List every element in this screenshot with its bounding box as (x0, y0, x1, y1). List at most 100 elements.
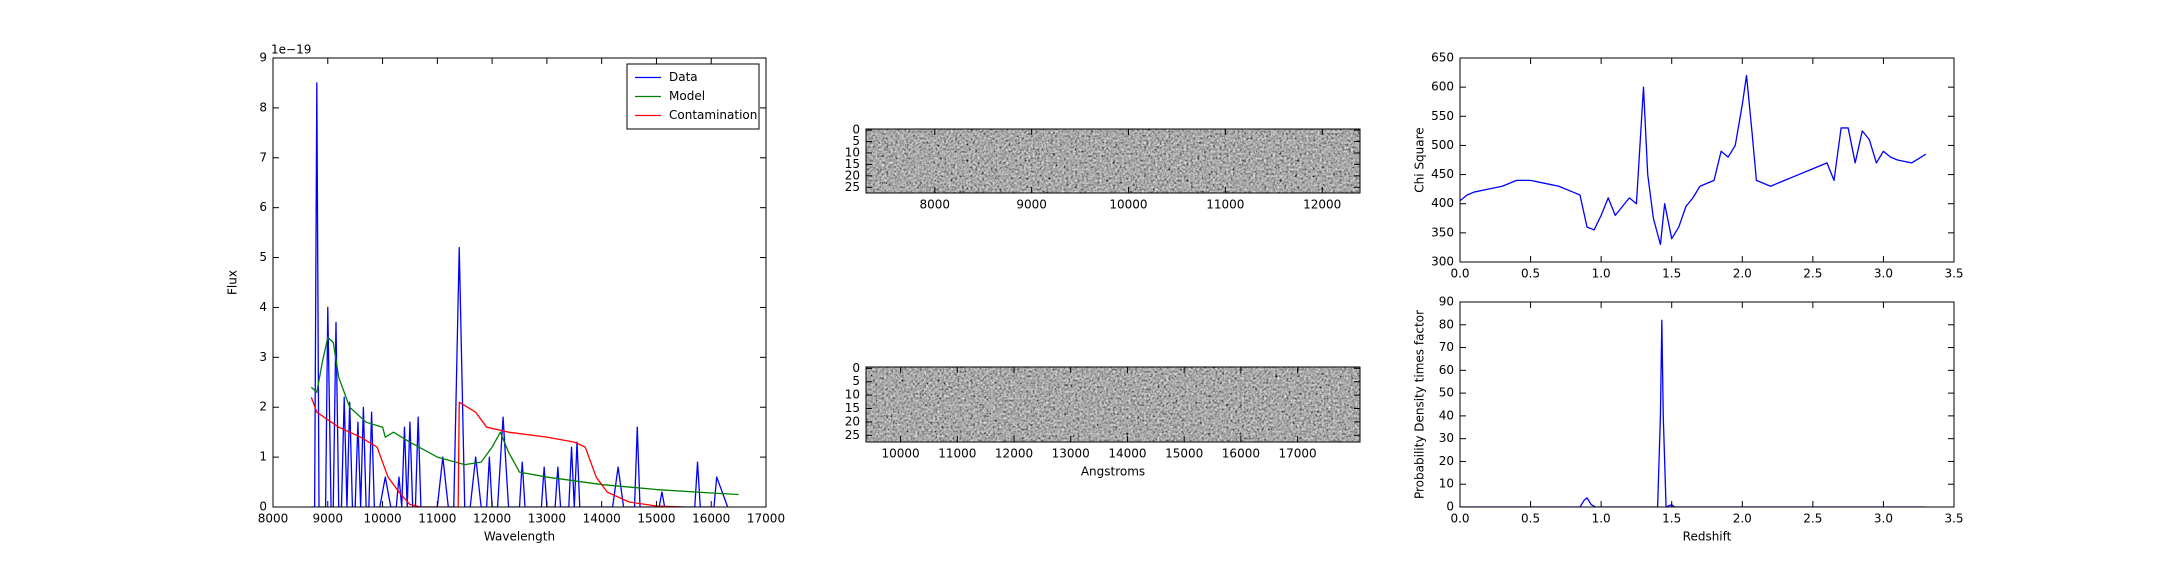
y-tick-label: 10 (1439, 477, 1454, 491)
panel: 0.0 0.5 1.0 1.5 2.0 2.5 3.0 3.5 300 350 400 450 500 5… (1413, 51, 1964, 281)
y-tick-label: 350 (1431, 225, 1454, 239)
x-tick-label: 0.0 (1450, 267, 1469, 281)
x-tick-label: 2.5 (1803, 267, 1822, 281)
y-tick-label: 10 (845, 146, 860, 160)
x-tick-label: 15000 (637, 512, 675, 526)
x-tick-label: 0.5 (1521, 267, 1540, 281)
y-tick-label: 40 (1439, 408, 1454, 422)
x-tick-label: 12000 (473, 512, 511, 526)
x-tick-label: 2.0 (1733, 512, 1752, 526)
image (866, 129, 1360, 193)
y-tick-label: 5 (852, 134, 860, 148)
y-tick-label: 0 (852, 123, 860, 137)
y-tick-label: 6 (259, 200, 267, 214)
x-tick-label: 0.0 (1450, 512, 1469, 526)
x-tick-label: 8000 (919, 198, 950, 212)
axes-frame (865, 366, 1361, 443)
data-line (310, 397, 684, 507)
x-tick-label: 15000 (1165, 447, 1203, 461)
x-tick-label: 13000 (1052, 447, 1090, 461)
offset-text: 1e−19 (271, 43, 311, 57)
x-tick-label: 2.0 (1733, 267, 1752, 281)
y-tick-label: 8 (259, 100, 267, 114)
y-tick-label: 9 (259, 51, 267, 65)
y-tick-label: 4 (259, 300, 267, 314)
x-tick-label: 11000 (938, 447, 976, 461)
x-axis-label: Wavelength (484, 530, 555, 544)
x-tick-label: 17000 (1279, 447, 1317, 461)
y-tick-label: 5 (852, 374, 860, 388)
axes-frame (1459, 57, 1955, 263)
y-tick-label: 300 (1431, 255, 1454, 269)
x-tick-label: 1.0 (1592, 512, 1611, 526)
y-tick-label: 400 (1431, 196, 1454, 210)
y-tick-label: 70 (1439, 340, 1454, 354)
y-tick-label: 15 (845, 401, 860, 415)
y-tick-label: 1 (259, 450, 267, 464)
y-tick-label: 90 (1439, 295, 1454, 309)
axes-frame (1459, 301, 1955, 508)
x-tick-label: 3.5 (1944, 512, 1963, 526)
y-tick-label: 30 (1439, 431, 1454, 445)
data-line (311, 82, 729, 507)
x-axis-label: Angstroms (1081, 465, 1145, 479)
x-tick-label: 17000 (747, 512, 785, 526)
x-tick-label: 9000 (313, 512, 344, 526)
x-tick-label: 11000 (418, 512, 456, 526)
y-tick-label: 10 (845, 388, 860, 402)
x-tick-label: 0.5 (1521, 512, 1540, 526)
x-tick-label: 10000 (1109, 198, 1147, 212)
y-tick-label: 450 (1431, 167, 1454, 181)
x-tick-label: 16000 (1222, 447, 1260, 461)
x-tick-label: 1.0 (1592, 267, 1611, 281)
y-tick-label: 500 (1431, 138, 1454, 152)
x-tick-label: 8000 (258, 512, 289, 526)
x-tick-label: 10000 (882, 447, 920, 461)
y-tick-label: 25 (845, 180, 860, 194)
y-tick-label: 15 (845, 157, 860, 171)
panel: 8000 9000 10000 11000 12000 13000 14000 15000 16… (226, 43, 786, 544)
x-tick-label: 3.0 (1874, 267, 1893, 281)
y-tick-label: 2 (259, 400, 267, 414)
x-tick-label: 2.5 (1803, 512, 1822, 526)
y-tick-label: 20 (845, 414, 860, 428)
y-tick-label: 20 (845, 168, 860, 182)
x-axis-label: Redshift (1683, 530, 1732, 544)
x-tick-label: 1.5 (1662, 267, 1681, 281)
x-tick-label: 16000 (692, 512, 730, 526)
y-tick-label: 25 (845, 428, 860, 442)
x-tick-label: 1.5 (1662, 512, 1681, 526)
x-tick-label: 10000 (363, 512, 401, 526)
legend-label: Contamination (669, 108, 757, 122)
y-tick-label: 0 (1446, 500, 1454, 514)
x-tick-label: 12000 (1303, 198, 1341, 212)
x-tick-label: 12000 (995, 447, 1033, 461)
y-tick-label: 550 (1431, 109, 1454, 123)
y-tick-label: 0 (852, 361, 860, 375)
x-tick-label: 3.5 (1944, 267, 1963, 281)
y-tick-label: 3 (259, 350, 267, 364)
y-tick-label: 7 (259, 150, 267, 164)
legend-label: Model (669, 89, 705, 103)
data-line (1460, 319, 1926, 507)
image (866, 367, 1360, 442)
data-line (310, 336, 739, 496)
x-tick-label: 3.0 (1874, 512, 1893, 526)
x-tick-label: 14000 (1108, 447, 1146, 461)
y-tick-label: 0 (259, 500, 267, 514)
y-axis-label: Probability Density times factor (1413, 310, 1427, 499)
y-tick-label: 600 (1431, 80, 1454, 94)
y-axis-label: Chi Square (1413, 127, 1427, 192)
x-tick-label: 13000 (528, 512, 566, 526)
x-tick-label: 9000 (1016, 198, 1047, 212)
y-tick-label: 20 (1439, 454, 1454, 468)
data-line (1460, 74, 1927, 246)
x-tick-label: 14000 (583, 512, 621, 526)
axes-frame (272, 57, 767, 508)
y-tick-label: 80 (1439, 317, 1454, 331)
y-tick-label: 5 (259, 250, 267, 264)
legend-label: Data (669, 70, 698, 84)
